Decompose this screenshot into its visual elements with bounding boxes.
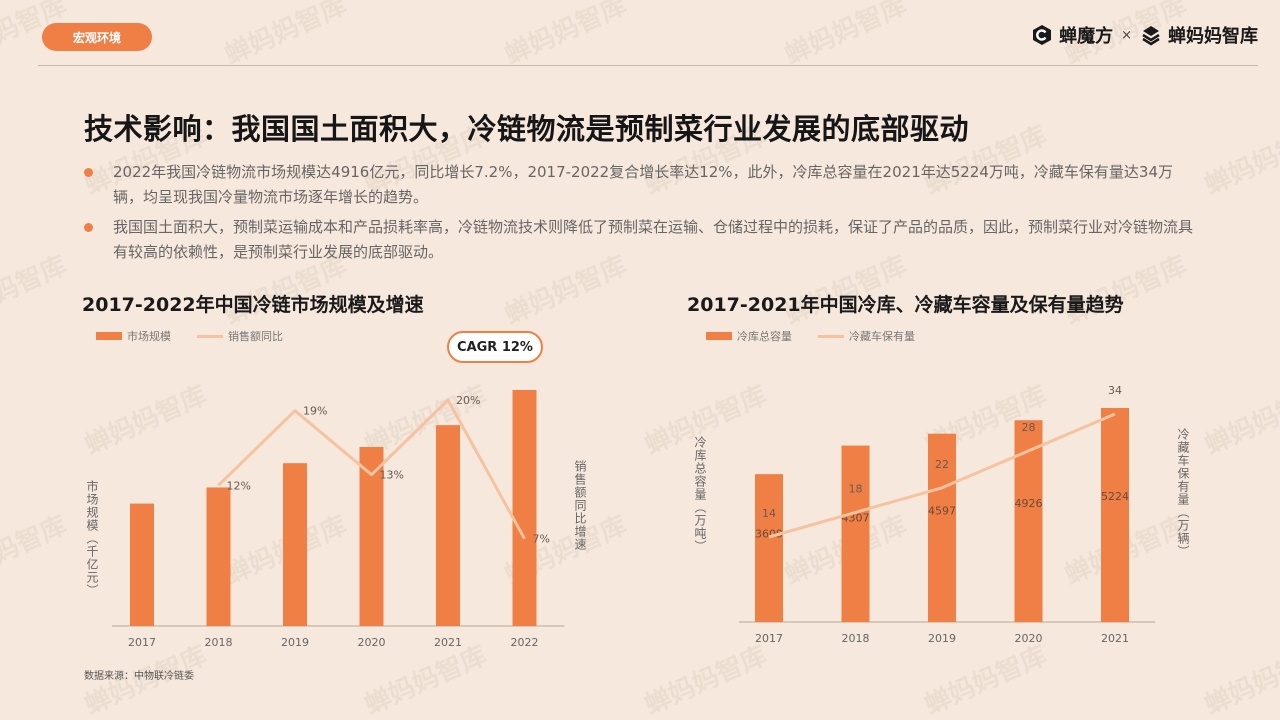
series-line	[217, 398, 526, 540]
line-data-label: 7%	[533, 533, 550, 546]
line-data-label: 19%	[303, 405, 327, 418]
header-divider	[38, 65, 1258, 66]
legend-label: 冷藏车保有量	[849, 330, 915, 343]
data-source: 数据来源：中物联冷链委	[84, 671, 194, 682]
logo-right-text: 蝉妈妈智库	[1168, 26, 1258, 47]
chart2-legend: 冷库总容量 冷藏车保有量	[706, 328, 933, 344]
bullet-text: 我国国土面积大，预制菜运输成本和产品损耗率高，冷链物流技术则降低了预制菜在运输、…	[113, 218, 1194, 261]
cagr-callout: CAGR 12%	[447, 331, 543, 363]
x-tick-label: 2022	[511, 636, 539, 649]
legend-label: 销售额同比	[228, 330, 283, 343]
chart2-ylabel: 冷库总容量（万吨）	[693, 436, 707, 553]
x-tick-label: 2017	[128, 636, 156, 649]
line-data-label: 20%	[456, 394, 480, 407]
legend-item: 销售额同比	[197, 328, 283, 344]
logo-left-text: 蝉魔方	[1059, 26, 1114, 47]
line-data-label: 12%	[227, 479, 251, 492]
legend-item: 市场规模	[96, 328, 171, 344]
x-tick-label: 2018	[205, 636, 233, 649]
legend-swatch-line	[197, 334, 223, 338]
bar	[283, 463, 307, 626]
bullet-item: 我国国土面积大，预制菜运输成本和产品损耗率高，冷链物流技术则降低了预制菜在运输、…	[84, 215, 1194, 265]
logo-times: ×	[1121, 27, 1132, 43]
bullet-list: 2022年我国冷链物流市场规模达4916亿元，同比增长7.2%，2017-202…	[84, 160, 1194, 270]
cube-c-icon	[1033, 25, 1052, 45]
legend-item: 冷库总容量	[706, 328, 792, 344]
x-tick-label: 2020	[358, 636, 386, 649]
bar	[206, 487, 231, 626]
legend-swatch-bar	[706, 332, 732, 340]
legend-swatch-line	[818, 334, 844, 338]
legend-label: 市场规模	[127, 330, 171, 343]
chart1-y2label: 销售额同比增速	[573, 460, 587, 551]
x-tick-label: 2021	[434, 636, 462, 649]
legend-swatch-bar	[96, 332, 122, 340]
line-data-label: 13%	[380, 469, 404, 482]
bar	[436, 425, 460, 626]
bullet-text: 2022年我国冷链物流市场规模达4916亿元，同比增长7.2%，2017-202…	[113, 163, 1173, 206]
brand-logo: 蝉魔方 × 蝉妈妈智库	[1031, 22, 1258, 48]
bullet-item: 2022年我国冷链物流市场规模达4916亿元，同比增长7.2%，2017-202…	[84, 160, 1194, 210]
bar	[359, 446, 384, 626]
page-title: 技术影响：我国国土面积大，冷链物流是预制菜行业发展的底部驱动	[84, 112, 970, 146]
chart2-y2label: 冷藏车保有量（万辆）	[1176, 428, 1190, 558]
bullet-dot	[84, 223, 93, 232]
chart1-ylabel: 市场规模（千亿元）	[85, 480, 99, 597]
bar	[130, 503, 154, 626]
legend-label: 冷库总容量	[737, 330, 792, 343]
x-tick-label: 2019	[281, 636, 309, 649]
stack-icon	[1142, 26, 1160, 46]
legend-item: 冷藏车保有量	[818, 328, 915, 344]
chart2-title: 2017-2021年中国冷库、冷藏车容量及保有量趋势	[687, 294, 1124, 316]
bullet-dot	[84, 168, 93, 177]
chart1-title: 2017-2022年中国冷链市场规模及增速	[82, 294, 424, 316]
section-badge: 宏观环境	[42, 23, 152, 51]
chart1-legend: 市场规模 销售额同比	[96, 328, 301, 344]
bar	[512, 390, 537, 626]
